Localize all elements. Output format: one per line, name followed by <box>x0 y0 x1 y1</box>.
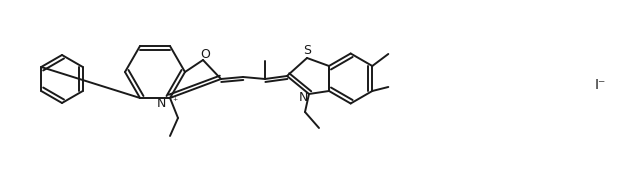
Text: I⁻: I⁻ <box>595 78 605 92</box>
Text: N: N <box>157 98 166 111</box>
Text: ⁺: ⁺ <box>172 97 178 107</box>
Text: N: N <box>298 91 308 104</box>
Text: O: O <box>200 47 210 61</box>
Text: S: S <box>303 44 311 57</box>
